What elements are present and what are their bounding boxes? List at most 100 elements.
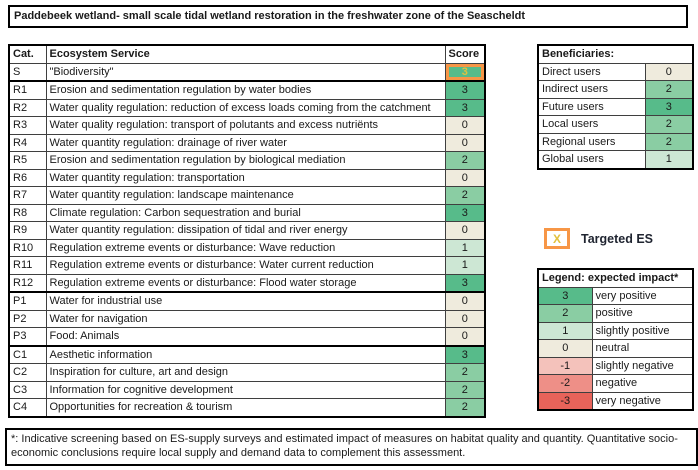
legend-label-cell: slightly negative	[591, 356, 694, 375]
table-row: R7 Water quantity regulation: landscape m…	[8, 186, 486, 205]
category-cell: R8	[8, 203, 47, 222]
table-row: R11 Regulation extreme events or disturba…	[8, 256, 486, 275]
column-header-score: Score	[444, 44, 486, 64]
legend-title: Legend: expected impact*	[537, 268, 694, 288]
service-cell: Water quantity regulation: landscape mai…	[45, 186, 446, 205]
table-header-row: Legend: expected impact*	[537, 268, 694, 288]
table-header-row: Beneficiaries:	[537, 44, 694, 64]
category-cell: R2	[8, 98, 47, 117]
table-row: C1 Aesthetic information 3	[8, 345, 486, 364]
service-cell: Regulation extreme events or disturbance…	[45, 273, 446, 293]
score-cell: 2	[444, 380, 486, 399]
table-row: -3 very negative	[537, 391, 694, 411]
table-row: C4 Opportunities for recreation & tourism…	[8, 398, 486, 417]
legend-label-cell: very negative	[591, 391, 694, 411]
category-cell: R1	[8, 80, 47, 100]
score-cell: 2	[444, 363, 486, 382]
score-cell: 0	[444, 221, 486, 240]
table-row: Indirect users 2	[537, 80, 694, 99]
category-cell: R11	[8, 256, 47, 275]
category-cell: R9	[8, 221, 47, 240]
category-cell: S	[8, 62, 47, 82]
legend-label-cell: negative	[591, 374, 694, 393]
beneficiary-label-cell: Local users	[537, 115, 646, 134]
category-cell: R7	[8, 186, 47, 205]
service-cell: Climate regulation: Carbon sequestration…	[45, 203, 446, 222]
table-row: Global users 1	[537, 150, 694, 169]
beneficiary-score-cell: 3	[644, 97, 694, 116]
category-cell: R4	[8, 133, 47, 152]
targeted-es-marker-icon: X	[544, 228, 570, 249]
score-cell: 2	[444, 398, 486, 417]
table-row: Future users 3	[537, 97, 694, 116]
table-row: 0 neutral	[537, 339, 694, 358]
category-cell: R5	[8, 151, 47, 170]
category-cell: P3	[8, 327, 47, 347]
category-cell: P2	[8, 309, 47, 328]
targeted-es-label: Targeted ES	[581, 231, 654, 246]
service-cell: Water quantity regulation: transportatio…	[45, 168, 446, 187]
beneficiary-score-cell: 2	[644, 132, 694, 151]
table-row: -2 negative	[537, 374, 694, 393]
beneficiary-label-cell: Global users	[537, 150, 646, 169]
column-header-cat: Cat.	[8, 44, 47, 64]
legend-score-cell: 1	[537, 321, 593, 340]
table-row: Direct users 0	[537, 62, 694, 81]
legend-score-cell: -3	[537, 391, 593, 411]
legend-score-cell: 3	[537, 286, 593, 305]
category-cell: C1	[8, 345, 47, 364]
beneficiaries-title: Beneficiaries:	[537, 44, 694, 64]
score-cell: 3	[444, 273, 486, 293]
beneficiary-label-cell: Direct users	[537, 62, 646, 81]
service-cell: Erosion and sedimentation regulation by …	[45, 80, 446, 100]
legend-table: Legend: expected impact* 3 very positive 2…	[537, 268, 695, 411]
table-row: R4 Water quantity regulation: drainage of…	[8, 133, 486, 152]
legend-score-cell: -1	[537, 356, 593, 375]
category-cell: R10	[8, 238, 47, 257]
legend-label-cell: positive	[591, 304, 694, 323]
beneficiary-label-cell: Future users	[537, 97, 646, 116]
table-row: S "Biodiversity" 3	[8, 62, 486, 82]
legend-score-cell: -2	[537, 374, 593, 393]
service-cell: Regulation extreme events or disturbance…	[45, 238, 446, 257]
category-cell: C3	[8, 380, 47, 399]
table-row: P2 Water for navigation 0	[8, 309, 486, 328]
table-row: R6 Water quantity regulation: transportat…	[8, 168, 486, 187]
service-cell: Information for cognitive development	[45, 380, 446, 399]
service-cell: "Biodiversity"	[45, 62, 446, 82]
beneficiaries-table: Beneficiaries: Direct users 0 Indirect use…	[537, 44, 694, 170]
category-cell: R6	[8, 168, 47, 187]
table-header-row: Cat. Ecosystem Service Score	[8, 44, 486, 64]
table-row: R2 Water quality regulation: reduction of…	[8, 98, 486, 117]
service-cell: Inspiration for culture, art and design	[45, 363, 446, 382]
page-title: Paddebeek wetland- small scale tidal wet…	[8, 5, 688, 28]
legend-score-cell: 2	[537, 304, 593, 323]
score-cell: 3	[444, 80, 486, 100]
table-row: -1 slightly negative	[537, 356, 694, 375]
category-cell: C2	[8, 363, 47, 382]
beneficiary-score-cell: 2	[644, 80, 694, 99]
targeted-es-key: X Targeted ES	[544, 228, 653, 249]
service-cell: Water for navigation	[45, 309, 446, 328]
service-cell: Aesthetic information	[45, 345, 446, 364]
score-cell: 1	[444, 238, 486, 257]
score-cell: 2	[444, 151, 486, 170]
category-cell: C4	[8, 398, 47, 417]
score-cell: 0	[444, 168, 486, 187]
beneficiary-score-cell: 2	[644, 115, 694, 134]
score-cell: 1	[444, 256, 486, 275]
table-row: C3 Information for cognitive development 2	[8, 380, 486, 399]
footnote: *: Indicative screening based on ES-supp…	[5, 428, 698, 466]
table-row: Local users 2	[537, 115, 694, 134]
table-row: P3 Food: Animals 0	[8, 327, 486, 347]
beneficiary-label-cell: Indirect users	[537, 80, 646, 99]
score-cell: 3	[444, 345, 486, 364]
score-cell: 2	[444, 186, 486, 205]
score-cell: 0	[444, 327, 486, 347]
beneficiary-label-cell: Regional users	[537, 132, 646, 151]
service-cell: Food: Animals	[45, 327, 446, 347]
service-cell: Erosion and sedimentation regulation by …	[45, 151, 446, 170]
table-row: R12 Regulation extreme events or disturba…	[8, 273, 486, 293]
ecosystem-table-body: S "Biodiversity" 3 R1 Erosion and sedimentat…	[8, 62, 486, 417]
score-cell: 3	[444, 98, 486, 117]
